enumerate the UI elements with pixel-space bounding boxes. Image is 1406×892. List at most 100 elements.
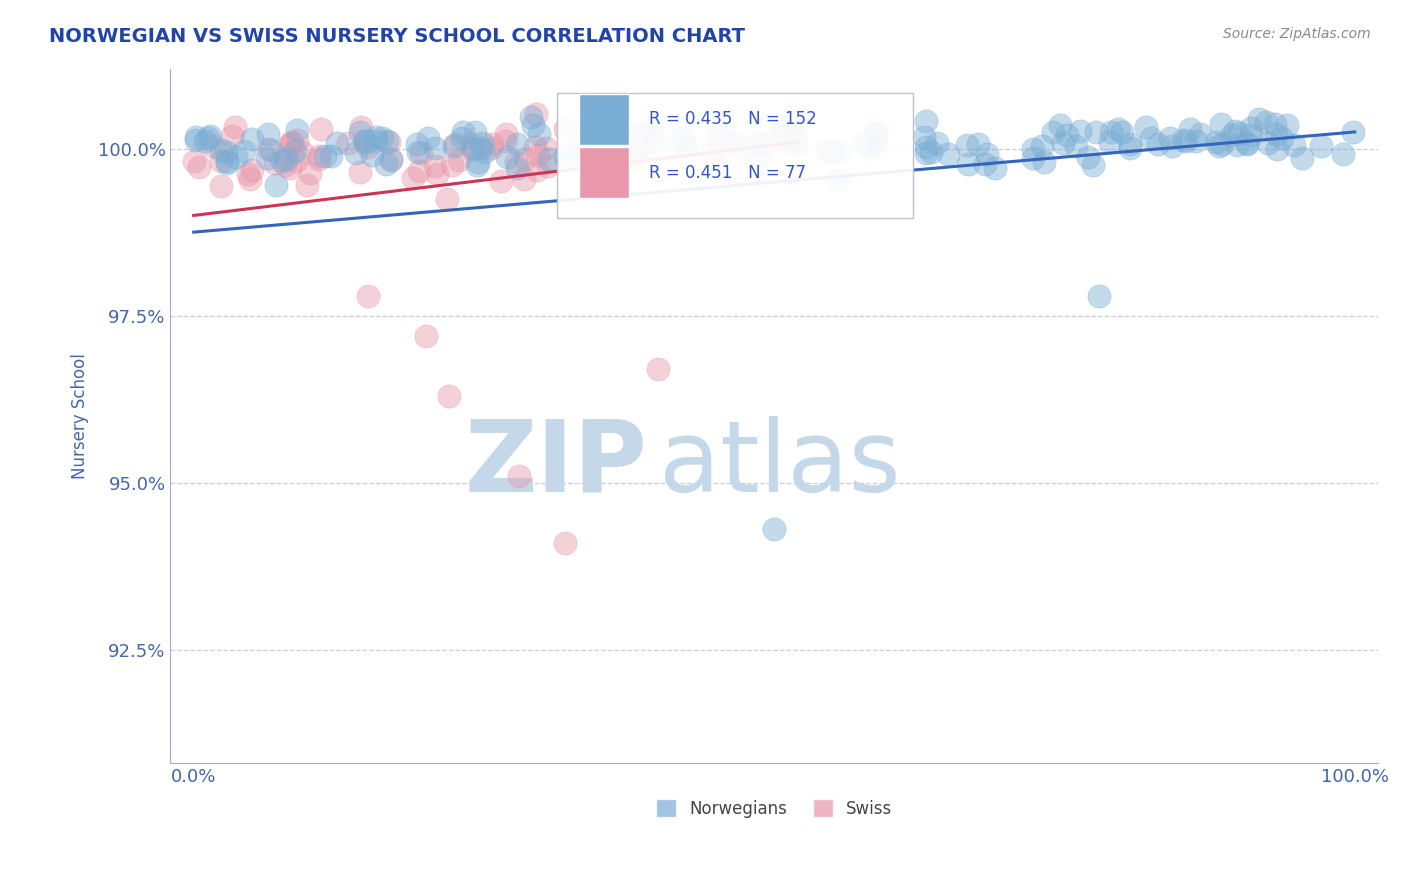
Point [1227,126,1250,140]
Point [309,122,332,136]
Point [1211,137,1233,152]
Point [1066,139,1088,153]
Point [672,131,695,145]
Point [974,157,997,171]
Point [481,136,503,151]
Point [479,141,502,155]
Point [464,125,486,139]
Point [506,161,529,175]
Point [240,132,263,146]
Point [353,134,375,148]
Point [349,165,371,179]
Point [967,137,990,152]
Point [1159,131,1181,145]
Point [1226,137,1249,152]
Point [274,152,297,166]
Point [828,145,851,160]
Point [1277,118,1299,132]
Point [863,125,886,139]
Point [1220,128,1243,143]
Point [633,129,655,144]
Point [763,522,786,536]
Point [274,158,297,172]
Point [474,145,496,159]
Text: ZIP: ZIP [464,416,647,513]
Point [605,126,627,140]
Point [201,139,224,153]
Point [285,123,308,137]
Point [366,134,388,148]
Point [285,133,308,147]
Point [1240,128,1263,142]
Point [1178,122,1201,136]
Point [1088,288,1111,302]
Point [582,139,605,153]
Point [423,159,446,173]
Point [1076,150,1098,164]
Point [1084,125,1107,139]
Point [321,149,343,163]
Point [240,162,263,177]
Point [354,136,377,150]
Point [467,155,489,169]
Point [524,107,547,121]
Point [579,150,602,164]
Point [915,114,938,128]
Point [408,163,430,178]
Point [361,148,384,162]
Point [820,145,842,159]
Point [326,136,349,151]
Point [706,130,728,145]
Point [263,156,285,170]
Point [1083,158,1105,172]
Point [380,152,402,166]
Point [1171,133,1194,147]
Point [440,158,463,172]
Point [1205,135,1227,149]
Point [1341,125,1364,139]
Text: atlas: atlas [659,416,901,513]
Point [239,172,262,186]
Point [1208,139,1230,153]
Point [451,125,474,139]
Point [1099,136,1122,150]
Point [957,157,980,171]
Point [1282,137,1305,152]
Point [1265,142,1288,156]
Point [936,146,959,161]
Point [489,173,512,187]
Point [1022,152,1045,166]
Point [308,149,330,163]
Point [1254,115,1277,129]
Point [626,141,648,155]
Point [209,143,232,157]
Point [225,150,247,164]
Point [194,134,217,148]
Point [460,142,482,156]
Point [526,162,548,177]
Point [554,535,576,549]
Point [770,127,793,141]
Point [709,148,731,162]
Point [416,131,439,145]
Point [470,141,492,155]
Point [357,140,380,154]
Point [291,145,314,159]
Y-axis label: Nursery School: Nursery School [72,353,89,479]
Point [217,154,239,169]
Point [1264,127,1286,141]
Point [278,137,301,152]
Text: NORWEGIAN VS SWISS NURSERY SCHOOL CORRELATION CHART: NORWEGIAN VS SWISS NURSERY SCHOOL CORREL… [49,27,745,45]
Point [711,131,734,145]
Point [1042,125,1064,139]
Point [436,192,458,206]
Point [460,137,482,152]
Point [449,153,471,168]
Point [927,136,949,150]
Point [1107,122,1129,136]
Point [295,178,318,193]
Point [1331,147,1354,161]
Point [920,145,942,159]
Point [405,137,427,152]
Legend: Norwegians, Swiss: Norwegians, Swiss [650,793,898,824]
